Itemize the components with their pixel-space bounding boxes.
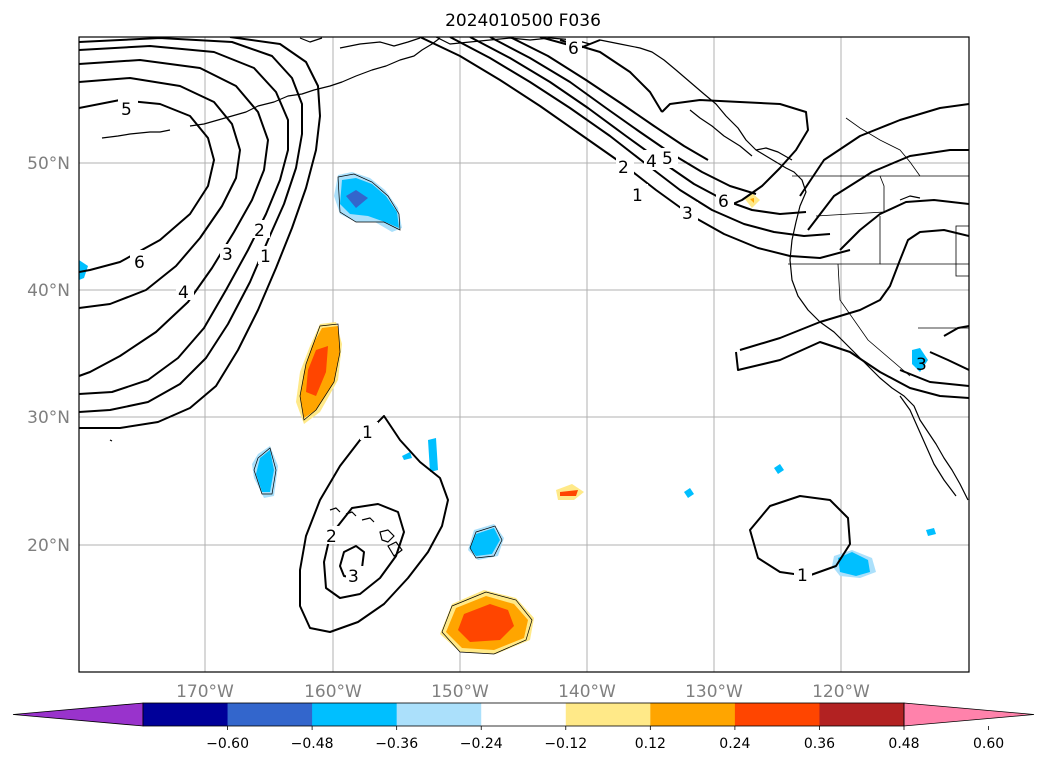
- colorbar-tick-label: −0.48: [291, 736, 334, 752]
- lat-label-40n: 40°N: [27, 281, 70, 301]
- svg-text:1: 1: [260, 247, 271, 267]
- svg-text:2: 2: [254, 221, 265, 241]
- svg-text:3: 3: [348, 567, 359, 587]
- svg-text:1: 1: [632, 186, 643, 206]
- colorbar-tick-label: 0.60: [973, 736, 1004, 752]
- contour-1-hawaii: [299, 415, 449, 633]
- contour-labels: 5 6 4 3 2 1 6 2 4 5 1 3 6 1: [118, 38, 927, 587]
- colorbar-tick-label: 0.12: [635, 736, 666, 752]
- colorbar-extend-low: [12, 702, 144, 727]
- contour-1-ne: [419, 37, 851, 259]
- colorbar-tick-label: 0.36: [804, 736, 835, 752]
- map-frame: [78, 36, 970, 673]
- svg-text:2: 2: [618, 158, 629, 178]
- colorbar-outline: [142, 702, 905, 727]
- lat-label-30n: 30°N: [27, 408, 70, 428]
- colorbar-segment: [312, 703, 398, 726]
- svg-text:1: 1: [362, 423, 373, 443]
- colorbar-tick-label: −0.36: [375, 736, 418, 752]
- colorbar-tick-label: 0.24: [719, 736, 750, 752]
- colorbar-tick-label: −0.60: [206, 736, 249, 752]
- colorbar-tick-label: −0.24: [460, 736, 503, 752]
- lon-label-120w: 120°W: [812, 682, 870, 702]
- map-area: [79, 37, 969, 672]
- lon-label-160w: 160°W: [304, 682, 362, 702]
- svg-text:6: 6: [568, 39, 579, 59]
- lat-label-20n: 20°N: [27, 536, 70, 556]
- colorbar-segment: [734, 703, 820, 726]
- svg-text:5: 5: [121, 100, 132, 120]
- svg-text:6: 6: [134, 253, 145, 273]
- colorbar-segment: [819, 703, 905, 726]
- lon-label-170w: 170°W: [176, 682, 234, 702]
- colorbar-tick-label: −0.12: [544, 736, 587, 752]
- shaded-anomalies: [79, 172, 936, 655]
- colorbar-segment: [143, 703, 229, 726]
- colorbar: −0.60 −0.48 −0.36 −0.24 −0.12 0.12 0.24 0.36 0.4…: [12, 702, 1035, 752]
- svg-text:6: 6: [718, 192, 729, 212]
- contour-5-west: [79, 99, 215, 273]
- longitude-labels: 170°W 160°W 150°W 140°W 130°W 120°W: [176, 682, 870, 702]
- latitude-labels: 50°N 40°N 30°N 20°N: [27, 154, 70, 556]
- colorbar-extend-high: [903, 702, 1035, 727]
- lon-label-140w: 140°W: [558, 682, 616, 702]
- map-title: 2024010500 F036: [445, 11, 601, 31]
- svg-text:3: 3: [916, 355, 927, 375]
- colorbar-segment: [650, 703, 736, 726]
- colorbar-segment: [565, 703, 651, 726]
- borders: [788, 117, 969, 377]
- colorbar-tick-label: 0.48: [888, 736, 919, 752]
- svg-text:3: 3: [222, 245, 233, 265]
- colorbar-segment: [481, 703, 567, 726]
- svg-text:5: 5: [662, 149, 673, 169]
- svg-text:1: 1: [797, 566, 808, 586]
- svg-text:2: 2: [326, 527, 337, 547]
- svg-text:4: 4: [178, 283, 189, 303]
- colorbar-segment: [227, 703, 313, 726]
- svg-text:3: 3: [682, 204, 693, 224]
- svg-text:4: 4: [646, 152, 657, 172]
- graticule: [79, 37, 969, 672]
- lon-label-150w: 150°W: [431, 682, 489, 702]
- lat-label-50n: 50°N: [27, 154, 70, 174]
- lon-label-130w: 130°W: [685, 682, 743, 702]
- colorbar-segment: [396, 703, 482, 726]
